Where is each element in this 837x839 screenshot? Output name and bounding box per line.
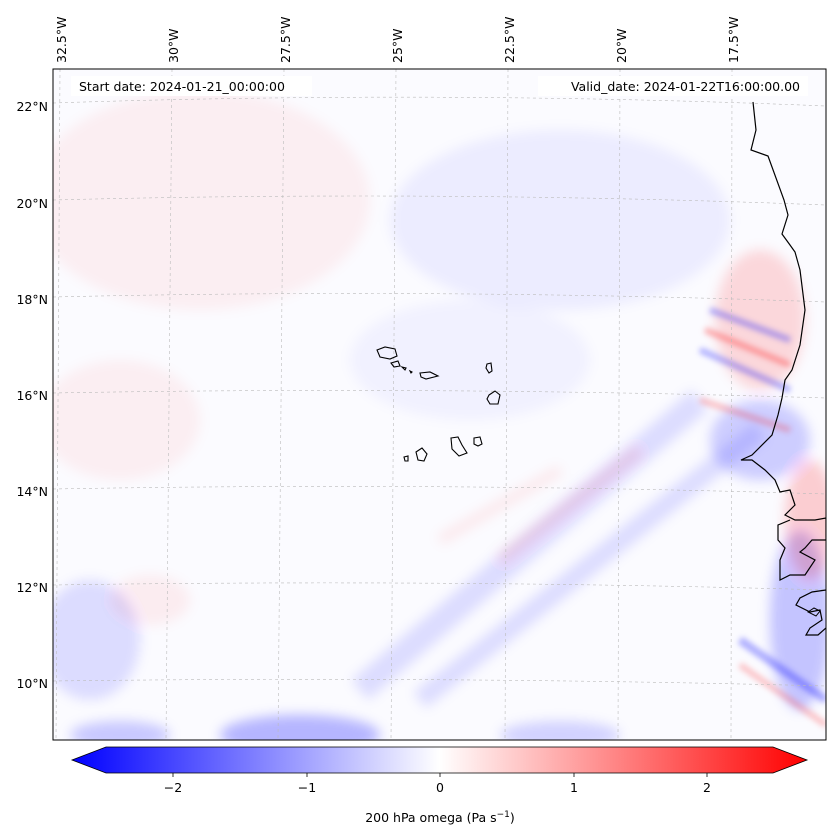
lat-label-22n: 22°N	[16, 99, 48, 114]
lon-label-30w: 30°W	[166, 28, 181, 63]
valid-date-text: Valid_date: 2024-01-22T16:00:00.00	[571, 79, 800, 94]
colorbar-tick-0: 0	[436, 780, 444, 795]
lat-label-16n: 16°N	[16, 388, 48, 403]
graticule	[53, 69, 826, 740]
bijagos-islands	[807, 607, 821, 617]
lat-label-10n: 10°N	[16, 676, 48, 691]
colorbar-tick-neg1: −1	[298, 780, 316, 795]
omega-field	[53, 69, 826, 740]
colorbar-label: 200 hPa omega (Pa s−1)	[365, 810, 515, 825]
lon-label-32-5w: 32.5°W	[54, 17, 69, 63]
lon-label-27-5w: 27.5°W	[278, 17, 293, 63]
lon-label-17-5w: 17.5°W	[726, 17, 741, 63]
start-date-text: Start date: 2024-01-21_00:00:00	[79, 79, 285, 94]
start-date-box	[71, 76, 312, 96]
longitude-labels: 32.5°W 30°W 27.5°W 25°W 22.5°W 20°W 17.5…	[54, 17, 741, 63]
guinea-bissau-coast	[795, 589, 826, 636]
map-frame	[52, 68, 827, 741]
colorbar: −2 −1 0 1 2 200 hPa omega (Pa s−1)	[70, 746, 809, 825]
valid-date-box	[538, 76, 808, 96]
colorbar-tick-1: 1	[570, 780, 578, 795]
lat-label-18n: 18°N	[16, 292, 48, 307]
colorbar-tick-2: 2	[703, 780, 711, 795]
lon-label-25w: 25°W	[390, 28, 405, 63]
lat-label-12n: 12°N	[16, 580, 48, 595]
lat-label-14n: 14°N	[16, 484, 48, 499]
colorbar-ticks	[172, 773, 708, 777]
latitude-labels: 22°N 20°N 18°N 16°N 14°N 12°N 10°N	[16, 99, 48, 691]
lon-label-22-5w: 22.5°W	[502, 17, 517, 63]
africa-coastline	[740, 101, 826, 581]
colorbar-tick-neg2: −2	[164, 780, 182, 795]
cape-verde-islands	[376, 346, 501, 462]
lon-label-20w: 20°W	[614, 28, 629, 63]
colorbar-bar	[70, 746, 809, 774]
lat-label-20n: 20°N	[16, 196, 48, 211]
